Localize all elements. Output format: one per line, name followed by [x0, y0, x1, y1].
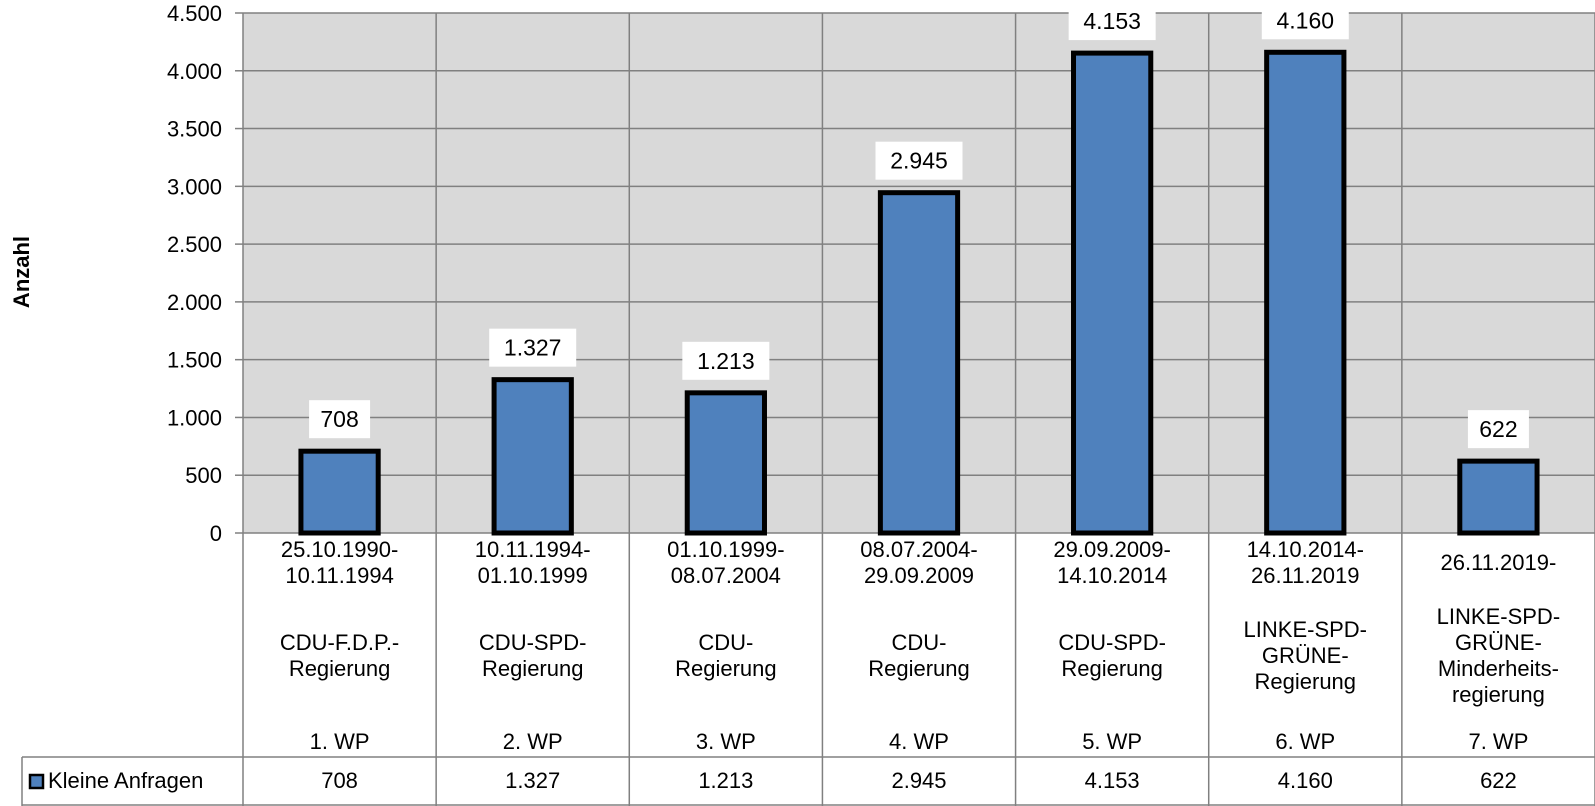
category-government: Regierung [1061, 656, 1163, 681]
category-period: 29.09.2009 [864, 563, 974, 588]
category-period: 14.10.2014- [1247, 537, 1364, 562]
category-wp: 6. WP [1275, 729, 1335, 754]
y-axis-title: Anzahl [9, 236, 34, 308]
category-period: 14.10.2014 [1057, 563, 1167, 588]
category-government: Regierung [868, 656, 970, 681]
bar [491, 377, 574, 536]
table-cell: 708 [321, 768, 358, 793]
category-period: 10.11.1994- [475, 537, 591, 562]
category-government: Minderheits- [1438, 656, 1559, 681]
data-label-box [1261, 1, 1349, 40]
category-wp: 4. WP [889, 729, 949, 754]
data-label: 1.213 [697, 348, 755, 374]
data-label-box [1068, 2, 1156, 41]
category-government: CDU- [698, 630, 753, 655]
y-tick-label: 1.000 [167, 405, 222, 430]
y-tick-label: 500 [185, 463, 222, 488]
bar [877, 190, 961, 536]
bar [298, 448, 381, 536]
y-tick-label: 2.000 [167, 290, 222, 315]
bar [1457, 458, 1540, 536]
legend-key [28, 773, 45, 790]
data-label-box [309, 400, 371, 439]
category-government: CDU-SPD- [479, 630, 587, 655]
y-tick-label: 2.500 [167, 232, 222, 257]
category-government: regierung [1452, 682, 1545, 707]
table-cell: 622 [1480, 768, 1517, 793]
category-period: 25.10.1990- [281, 537, 398, 562]
category-period: 29.09.2009- [1053, 537, 1170, 562]
category-government: LINKE-SPD- [1437, 604, 1560, 629]
y-tick-label: 4.000 [167, 59, 222, 84]
data-label-box [1467, 410, 1529, 449]
bar [684, 390, 767, 536]
y-tick-label: 0 [210, 521, 222, 546]
bar [1071, 50, 1154, 536]
table-cell: 4.153 [1085, 768, 1140, 793]
data-label: 4.153 [1083, 8, 1141, 34]
y-tick-label: 1.500 [167, 348, 222, 373]
category-government: Regierung [482, 656, 584, 681]
category-wp: 2. WP [503, 729, 563, 754]
category-wp: 7. WP [1468, 729, 1528, 754]
category-wp: 1. WP [310, 729, 370, 754]
data-label: 2.945 [890, 148, 948, 174]
category-government: Regierung [289, 656, 391, 681]
data-label: 622 [1479, 416, 1517, 442]
data-label: 708 [320, 406, 358, 432]
category-government: CDU- [892, 630, 947, 655]
y-tick-label: 4.500 [167, 1, 222, 26]
category-government: LINKE-SPD- [1244, 617, 1367, 642]
category-government: CDU-SPD- [1058, 630, 1166, 655]
table-cell: 1.213 [698, 768, 753, 793]
category-period: 01.10.1999- [667, 537, 784, 562]
data-label: 4.160 [1277, 7, 1335, 33]
legend-label: Kleine Anfragen [48, 768, 203, 793]
data-label: 1.327 [504, 335, 562, 361]
category-government: Regierung [675, 656, 777, 681]
bar [1264, 49, 1347, 536]
data-label-box [682, 341, 770, 380]
category-wp: 3. WP [696, 729, 756, 754]
category-government: CDU-F.D.P.- [280, 630, 399, 655]
category-period: 01.10.1999 [478, 563, 588, 588]
category-period: 08.07.2004- [860, 537, 977, 562]
table-cell: 2.945 [891, 768, 946, 793]
data-label-box [489, 328, 577, 367]
category-government: Regierung [1255, 669, 1357, 694]
category-period: 26.11.2019 [1251, 563, 1359, 588]
category-period: 08.07.2004 [671, 563, 781, 588]
category-period: 26.11.2019- [1441, 550, 1557, 575]
data-label-box [875, 141, 963, 180]
category-government: GRÜNE- [1262, 643, 1349, 668]
category-wp: 5. WP [1082, 729, 1142, 754]
table-cell: 1.327 [505, 768, 560, 793]
y-tick-label: 3.000 [167, 174, 222, 199]
category-government: GRÜNE- [1455, 630, 1542, 655]
table-cell: 4.160 [1278, 768, 1333, 793]
category-period: 10.11.1994 [285, 563, 393, 588]
y-tick-label: 3.500 [167, 117, 222, 142]
